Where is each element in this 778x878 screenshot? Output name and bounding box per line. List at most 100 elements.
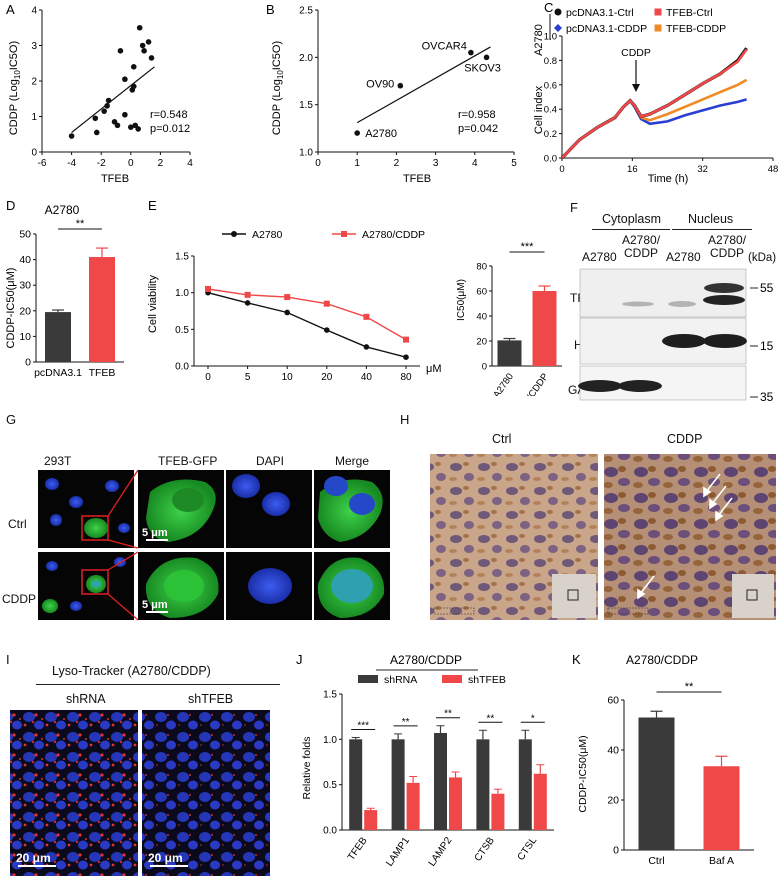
- panel-j-bar: [449, 777, 462, 830]
- panel-e-point: [205, 286, 211, 292]
- panel-e-series-line: [207, 292, 407, 358]
- panel-c-legend-marker: [654, 24, 662, 32]
- panel-b-ytick-label: 1.0: [299, 148, 313, 159]
- band-tfeb-nuc-a2780: [668, 301, 696, 307]
- panel-h-images: [430, 454, 776, 620]
- panel-e-point: [324, 327, 330, 333]
- panel-k-bar: [638, 717, 675, 850]
- panel-e-bar-ytick-label: 40: [476, 312, 487, 323]
- panel-e-line-ytick-label: 0.0: [175, 362, 189, 373]
- panel-i-title-line: [36, 684, 280, 685]
- panel-a-ytick-label: 2: [31, 77, 37, 88]
- panel-j-category-label: TFEB: [346, 835, 370, 863]
- panel-a-point: [145, 39, 152, 45]
- panel-a-point: [135, 126, 141, 132]
- panel-a-fit-line: [71, 66, 155, 133]
- panel-i-scale-2: 20 μm: [148, 851, 183, 865]
- panel-d-ytick-label: 10: [19, 331, 31, 343]
- panel-d-title: A2780: [45, 203, 80, 217]
- panel-e-legend-marker: [341, 231, 347, 237]
- panel-d-ytick-label: 40: [19, 254, 31, 266]
- panel-e-line-ytick-label: 1.5: [175, 252, 189, 263]
- panel-a-point: [130, 64, 137, 70]
- panel-e-sig: ***: [521, 241, 535, 253]
- panel-f-group-line-2: [672, 229, 752, 230]
- panel-g-col-gfp: TFEB-GFP: [158, 454, 218, 468]
- panel-b-xlabel: TFEB: [403, 173, 431, 185]
- panel-c-legend-label: pcDNA3.1-CDDP: [566, 23, 647, 35]
- panel-g-zoom-box-ctrl: [81, 515, 109, 541]
- panel-c-series-line: [560, 47, 748, 160]
- panel-k-sig: **: [685, 681, 694, 693]
- panel-j-sig: **: [487, 713, 495, 724]
- panel-d-bar: [45, 312, 71, 362]
- panel-d-ytick-label: 20: [19, 305, 31, 317]
- panel-b-point: [397, 82, 404, 89]
- panel-g: G 293T TFEB-GFP DAPI Merge Ctrl CDDP: [0, 412, 390, 622]
- panel-j-sig: **: [444, 709, 452, 720]
- panel-e-point: [403, 336, 409, 343]
- panel-d-bar: [89, 257, 115, 362]
- panel-k-ytick-label: 0: [613, 845, 619, 857]
- panel-c-cell-line: A2780: [533, 24, 545, 56]
- panel-c-legend: pcDNA3.1-Ctrl pcDNA3.1-CDDP TFEB-Ctrl TFEB-…: [554, 7, 726, 35]
- panel-e-xtick-label: 40: [361, 372, 373, 383]
- panel-b-point: [468, 49, 474, 56]
- band-gapdh-cyto-a2780: [578, 380, 622, 392]
- panel-d-ytick-label: 30: [19, 280, 31, 292]
- panel-j-category-label: CTSB: [473, 835, 497, 863]
- panel-j-ytick-label: 0.5: [323, 780, 337, 791]
- panel-j-category-label: LAMP1: [384, 835, 412, 869]
- panel-e-point: [363, 313, 370, 320]
- panel-a-points: [68, 24, 155, 139]
- panel-a-point: [114, 122, 121, 129]
- panel-j-legend-label: shRNA: [384, 674, 417, 686]
- panel-g-col-merge: Merge: [335, 454, 370, 468]
- panel-h: H Ctrl CDDP: [392, 412, 778, 622]
- panel-a-xlabel: TFEB: [101, 173, 129, 185]
- panel-e-legend-marker: [231, 231, 237, 237]
- panel-b-letter: B: [266, 2, 275, 17]
- panel-c-xtick-label: 0: [559, 164, 564, 175]
- panel-e-legend-label: A2780: [252, 229, 283, 241]
- panel-c-letter: C: [544, 0, 553, 15]
- panel-b-chart: B 0 1 2 3 4 5 1.0 1.5 2.0 2.5 A2780 OV90 OVCAR4 SKOV…: [266, 2, 517, 185]
- panel-i-col-shrna: shRNA: [66, 692, 106, 706]
- panel-j-bar: [364, 810, 378, 830]
- panel-k-letter: K: [572, 652, 581, 667]
- band-tfeb-nuc-cddp-1: [704, 283, 744, 293]
- panel-j-sig: **: [402, 717, 410, 728]
- panel-e-bar-category-label: A2780/CDDP: [509, 371, 551, 396]
- panel-a-point: [117, 48, 124, 54]
- panel-f-lane-4: A2780/ CDDP: [708, 233, 747, 260]
- panel-j-title: A2780/CDDP: [390, 653, 462, 667]
- panel-j-sig: *: [531, 713, 535, 724]
- panel-j-sig: ***: [357, 721, 369, 732]
- panel-a-chart: A -6 -4 -2 0 2 4 0 1 2 3 4 r=0.548 p=0.012 TFEB CD…: [6, 2, 193, 185]
- panel-a-point: [92, 115, 99, 122]
- panel-i: I Lyso-Tracker (A2780/CDDP) shRNA shTFEB: [0, 650, 282, 878]
- panel-j-bar: [391, 739, 405, 830]
- panel-c-series-line: [561, 98, 747, 159]
- band-tfeb-cyto-cddp: [622, 301, 654, 307]
- panel-c-xlabel: Time (h): [648, 173, 689, 185]
- panel-e-point: [244, 291, 251, 298]
- panel-b-xtick-label: 2: [394, 158, 400, 169]
- panel-f-marker-35: 35: [760, 390, 774, 404]
- panel-i-col-shtfeb: shTFEB: [188, 692, 234, 706]
- panel-b-point-label: OVCAR4: [422, 41, 467, 53]
- panel-e-letter: E: [148, 198, 157, 213]
- panel-j-ytick-label: 0.0: [323, 826, 337, 837]
- panel-e-point: [284, 309, 290, 316]
- panel-g-col-dapi: DAPI: [256, 454, 285, 468]
- panel-f-lane-2: A2780/ CDDP: [622, 233, 661, 260]
- panel-e-xtick-label: 0: [205, 372, 211, 383]
- panel-h-letter: H: [400, 412, 410, 427]
- panel-j-bars: 0.0 0.5 1.0 1.5 *** TFEB ** LAMP1 ** LAMP2 ** CTSB *…: [323, 690, 554, 869]
- panel-f-group-line-1: [592, 229, 670, 230]
- panel-a-point: [68, 133, 75, 139]
- panel-b-point: [483, 54, 490, 61]
- panel-k-bar: [703, 766, 740, 850]
- panel-j-legend-label: shTFEB: [468, 674, 506, 686]
- panel-k-ytick-label: 20: [607, 795, 619, 807]
